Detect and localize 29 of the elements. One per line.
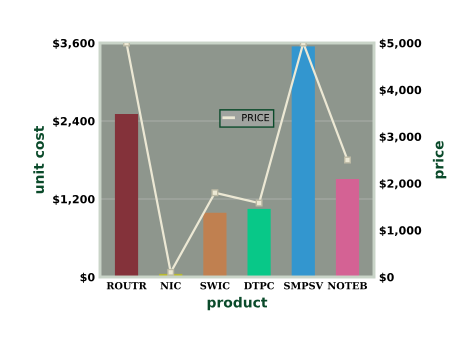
y-tick-label: $1,200 — [53, 194, 95, 205]
y2-tick-label: $0 — [380, 272, 394, 283]
x-tick-label: NIC — [160, 282, 181, 290]
legend-label: PRICE — [242, 114, 270, 122]
point — [256, 200, 263, 207]
y-axis-title: unit cost — [33, 126, 44, 194]
y2-tick-label: $2,000 — [380, 179, 422, 190]
point — [167, 268, 174, 276]
y2-tick-label: $4,000 — [380, 86, 422, 96]
bar — [114, 114, 138, 277]
y-tick-label: $0 — [80, 272, 95, 283]
y-tick-label: $3,600 — [53, 38, 95, 49]
bar — [292, 46, 315, 277]
x-tick-label: DTPC — [244, 282, 274, 290]
bar — [247, 208, 271, 277]
point — [344, 156, 351, 164]
y2-axis-title: price — [432, 141, 446, 178]
y-tick-label: $2,400 — [53, 116, 95, 127]
y2-tick-label: $5,000 — [380, 38, 422, 49]
bar — [203, 212, 227, 277]
point — [211, 189, 218, 196]
y2-tick-label: $3,000 — [380, 132, 422, 142]
bar — [336, 178, 360, 277]
x-tick-label: NOTEB — [328, 282, 368, 290]
x-tick-label: ROUTR — [106, 282, 147, 290]
x-tick-label: SMPSV — [284, 282, 324, 290]
x-axis-title: product — [208, 296, 268, 310]
x-tick-label: SWIC — [200, 282, 230, 290]
y2-tick-label: $1,000 — [380, 226, 422, 236]
